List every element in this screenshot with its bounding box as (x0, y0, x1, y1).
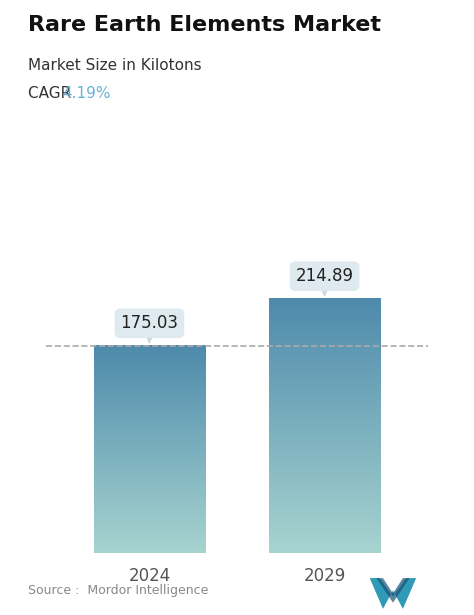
Polygon shape (376, 578, 410, 603)
Text: 4.19%: 4.19% (63, 86, 111, 101)
Text: Market Size in Kilotons: Market Size in Kilotons (28, 58, 202, 73)
Text: Source :  Mordor Intelligence: Source : Mordor Intelligence (28, 584, 209, 597)
Text: 175.03: 175.03 (120, 314, 178, 342)
Text: 214.89: 214.89 (296, 267, 354, 295)
Text: CAGR: CAGR (28, 86, 77, 101)
Polygon shape (370, 578, 416, 609)
Text: Rare Earth Elements Market: Rare Earth Elements Market (28, 15, 382, 36)
